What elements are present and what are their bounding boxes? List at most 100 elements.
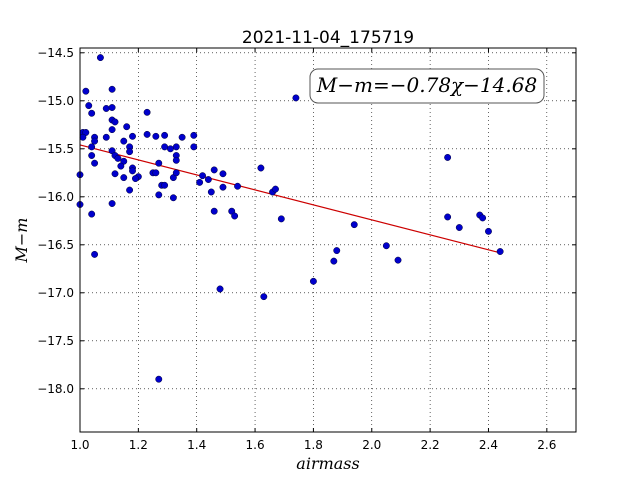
data-point (479, 214, 487, 222)
y-axis-label: M−m (12, 218, 31, 264)
data-point (210, 166, 218, 174)
data-point (350, 221, 358, 229)
x-axis-label: airmass (296, 454, 359, 473)
y-tick-label: −14.5 (37, 46, 74, 60)
data-point (85, 102, 93, 110)
data-point (190, 131, 198, 139)
data-point (169, 194, 177, 202)
data-point (131, 175, 139, 183)
plot-frame (79, 47, 577, 433)
data-point (91, 137, 99, 145)
data-point (260, 293, 268, 301)
data-point (126, 186, 134, 194)
data-point (88, 109, 96, 117)
data-point (178, 133, 186, 141)
data-point (123, 123, 131, 131)
data-point (394, 256, 402, 264)
data-points (76, 54, 504, 383)
data-point (172, 156, 180, 164)
data-point (108, 85, 116, 93)
data-point (108, 200, 116, 207)
data-point (272, 185, 279, 193)
x-tick-label: 1.2 (129, 438, 148, 452)
data-point (444, 153, 452, 161)
data-point (199, 172, 206, 180)
y-tick-label: −18.0 (37, 382, 74, 396)
data-point (91, 159, 99, 167)
data-point (309, 277, 317, 285)
data-point (166, 145, 174, 153)
data-point (152, 169, 160, 177)
data-point (257, 164, 265, 172)
plot-background (80, 48, 576, 432)
data-point (444, 213, 452, 221)
data-point (102, 133, 110, 141)
x-axis-ticks: 1.0 1.2 1.4 1.6 1.8 2.0 2.2 2.4 2.6 (70, 48, 556, 452)
data-point (155, 375, 163, 383)
data-point (333, 247, 341, 255)
data-point (129, 132, 136, 140)
x-tick-label: 2.2 (421, 438, 440, 452)
y-tick-label: −15.5 (37, 142, 74, 156)
data-point (277, 215, 285, 223)
data-point (96, 54, 104, 62)
data-point (382, 242, 390, 250)
data-point (82, 87, 90, 95)
data-point (234, 182, 242, 190)
data-point (207, 188, 215, 196)
data-point (161, 181, 169, 189)
data-point (88, 210, 96, 218)
data-point (292, 94, 300, 102)
data-point (161, 143, 169, 151)
data-point (120, 137, 128, 145)
data-point (190, 143, 198, 151)
data-point (219, 170, 227, 178)
annotation-box (309, 68, 545, 104)
data-point (330, 257, 338, 265)
data-point (152, 132, 160, 140)
y-tick-label: −16.5 (37, 238, 74, 252)
data-point (155, 191, 163, 199)
fit-line-layer (79, 144, 501, 254)
data-point (161, 131, 169, 139)
x-tick-label: 1.6 (246, 438, 265, 452)
data-point (102, 105, 110, 112)
data-point (172, 143, 180, 151)
data-point (172, 169, 180, 177)
y-tick-label: −17.0 (37, 286, 74, 300)
y-tick-label: −17.5 (37, 334, 74, 348)
data-point (219, 183, 227, 191)
data-point (216, 285, 224, 293)
data-point (143, 108, 151, 116)
data-point (231, 212, 239, 220)
x-tick-label: 1.4 (187, 438, 206, 452)
x-tick-label: 1.8 (304, 438, 323, 452)
data-point (117, 162, 125, 170)
fit-annotation: M−m=−0.78χ−14.68 (309, 68, 545, 104)
data-point (204, 176, 212, 183)
y-tick-label: −15.0 (37, 94, 74, 108)
x-tick-label: 2.0 (362, 438, 381, 452)
data-point (196, 178, 204, 186)
data-point (143, 130, 151, 138)
data-point (129, 167, 136, 175)
chart-title: 2021-11-04_175719 (242, 28, 414, 48)
grid-lines (79, 48, 576, 432)
data-point (496, 248, 504, 255)
data-point (111, 170, 119, 178)
data-point (108, 104, 116, 111)
fit-line (79, 144, 501, 254)
data-point (120, 174, 128, 182)
data-point (210, 207, 218, 215)
data-point (114, 154, 122, 162)
data-point (126, 148, 134, 156)
x-tick-label: 2.4 (479, 438, 498, 452)
y-tick-label: −16.0 (37, 190, 74, 204)
y-axis-ticks: −14.5 −15.0 −15.5 −16.0 −16.5 −17.0 −17.5 −18.0 (37, 46, 576, 396)
data-point (155, 159, 163, 167)
data-point (79, 133, 87, 141)
data-point (455, 224, 463, 231)
x-tick-label: 1.0 (70, 438, 89, 452)
data-point (485, 227, 492, 235)
